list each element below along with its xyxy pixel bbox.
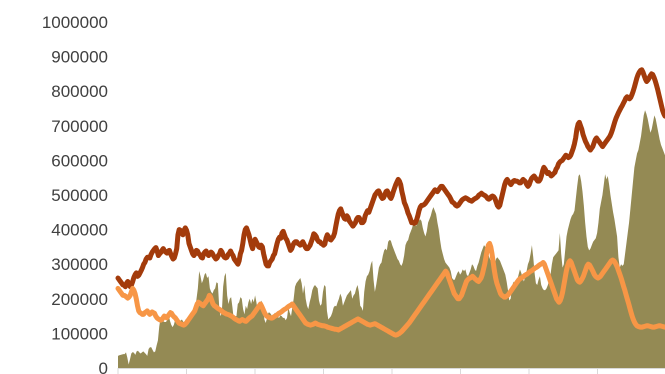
y-tick-label: 800000: [51, 82, 108, 101]
y-tick-label: 400000: [51, 221, 108, 240]
x-axis: [117, 368, 665, 374]
line-series-1: [115, 67, 665, 290]
y-tick-label: 100000: [51, 324, 108, 343]
y-tick-label: 1000000: [42, 13, 108, 32]
area-series-0: [118, 110, 665, 368]
y-tick-label: 900000: [51, 48, 108, 67]
y-tick-label: 200000: [51, 290, 108, 309]
y-tick-label: 300000: [51, 255, 108, 274]
line-series-2: [115, 240, 665, 338]
y-axis-labels: 0 100000 200000 300000 400000 500000 600000 700…: [42, 13, 108, 374]
y-tick-label: 500000: [51, 186, 108, 205]
y-tick-label: 0: [99, 359, 108, 374]
y-tick-label: 600000: [51, 151, 108, 170]
y-tick-label: 700000: [51, 117, 108, 136]
plot-area: [115, 67, 665, 368]
